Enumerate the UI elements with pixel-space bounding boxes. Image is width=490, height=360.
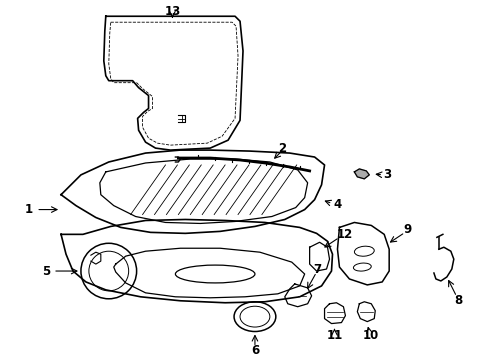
Text: 11: 11 — [326, 329, 343, 342]
Text: 4: 4 — [333, 198, 342, 211]
Text: 7: 7 — [314, 262, 321, 275]
Text: 6: 6 — [251, 344, 259, 357]
Text: 13: 13 — [164, 5, 180, 18]
Text: 10: 10 — [363, 329, 379, 342]
Text: 8: 8 — [455, 294, 463, 307]
Text: 5: 5 — [42, 265, 50, 278]
Text: 12: 12 — [336, 228, 353, 241]
Text: 3: 3 — [383, 168, 391, 181]
Text: 2: 2 — [278, 141, 286, 154]
Text: 9: 9 — [403, 223, 411, 236]
Text: 1: 1 — [25, 203, 33, 216]
Polygon shape — [354, 169, 369, 179]
